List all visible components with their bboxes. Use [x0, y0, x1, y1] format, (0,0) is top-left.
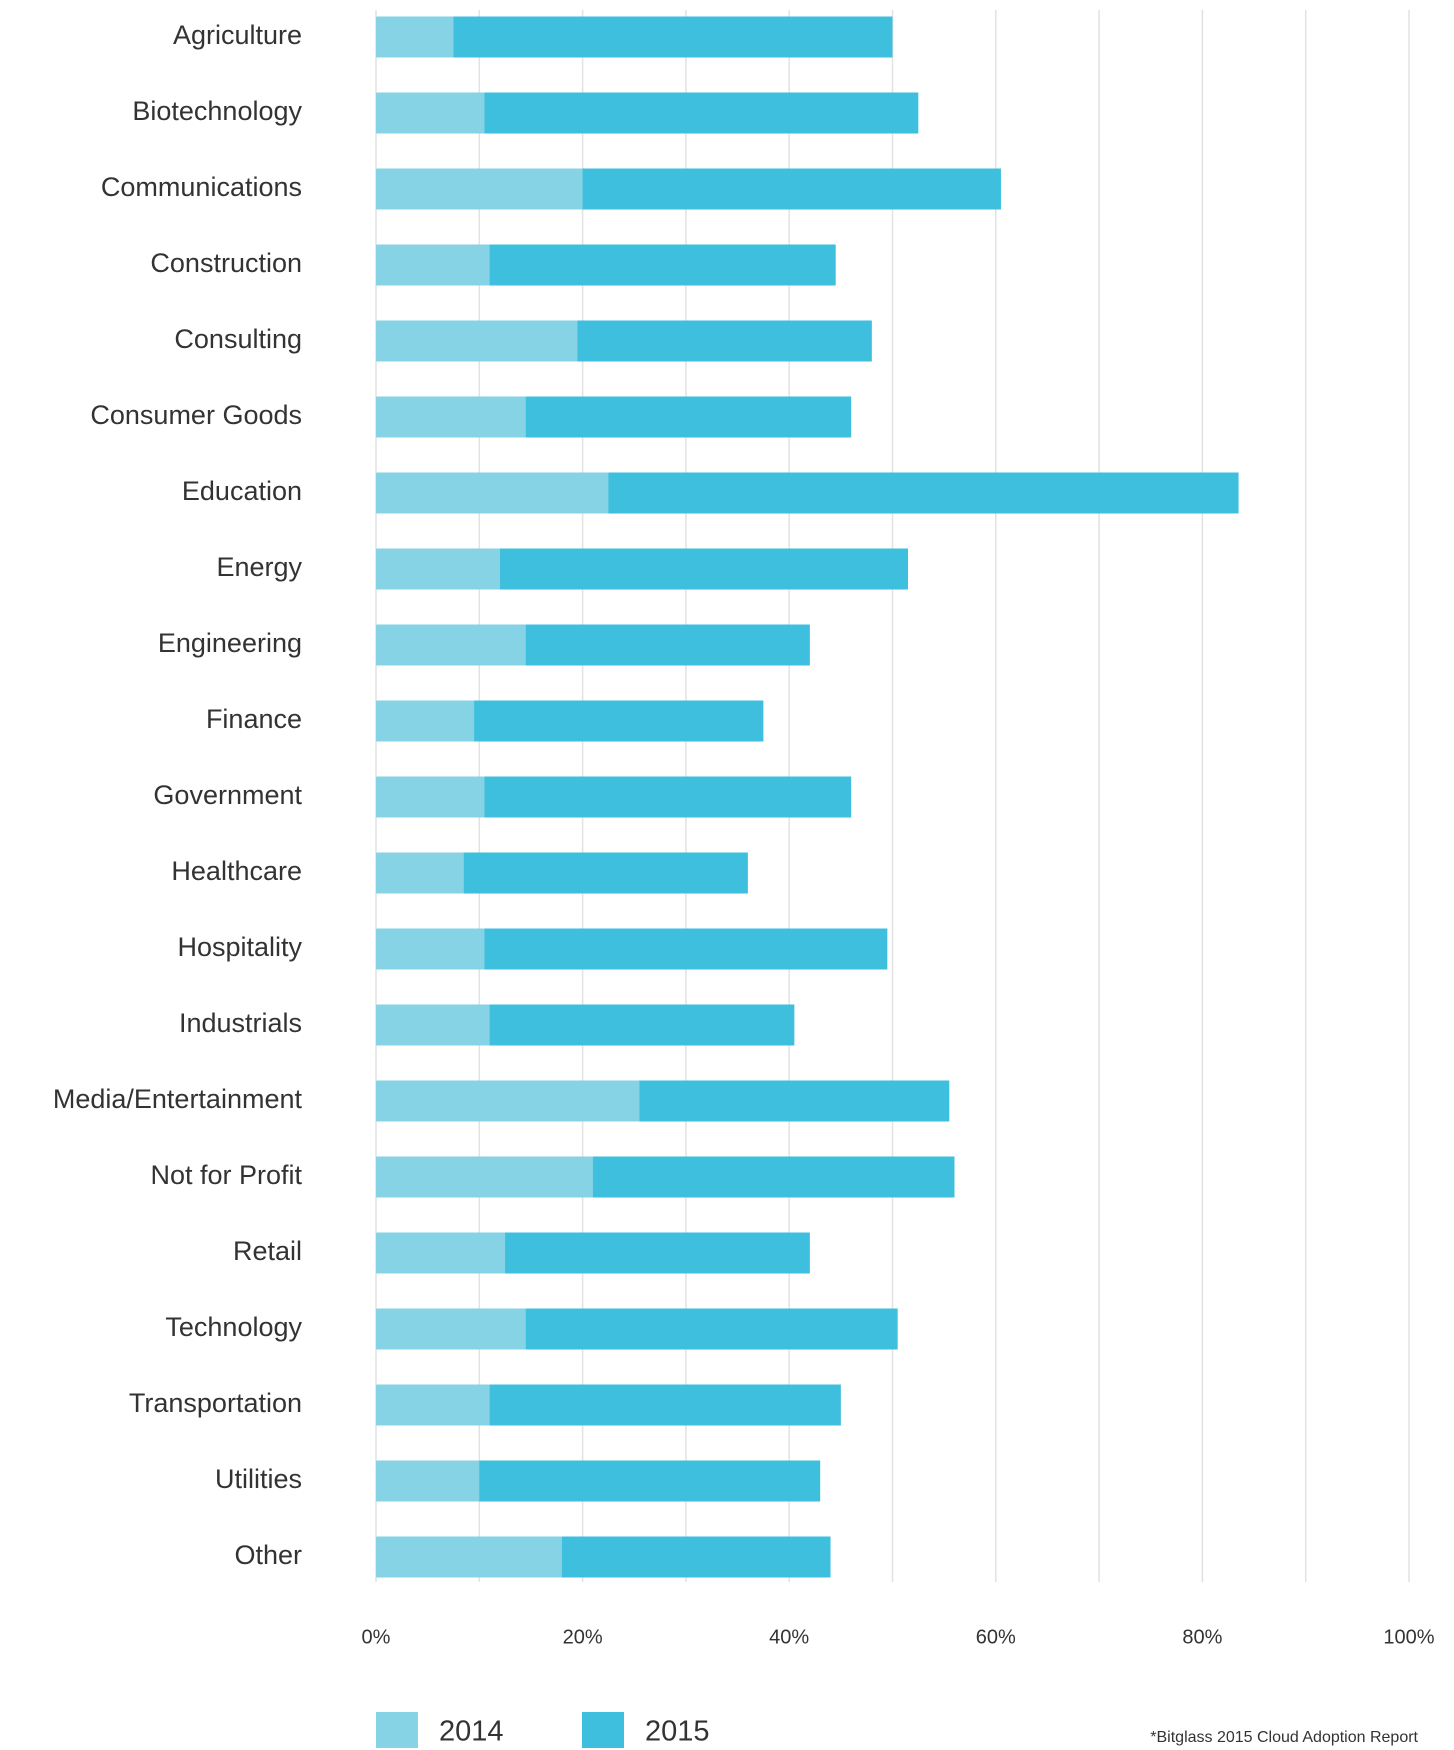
- y-tick-label: Agriculture: [173, 20, 302, 50]
- bar: [376, 168, 583, 210]
- bar: [376, 852, 464, 894]
- bar: [376, 320, 578, 362]
- legend-swatch: [582, 1712, 624, 1748]
- bar: [376, 928, 485, 970]
- y-tick-label: Industrials: [179, 1008, 302, 1038]
- bar: [376, 244, 490, 286]
- legend-label: 2015: [645, 1716, 710, 1748]
- source-note: *Bitglass 2015 Cloud Adoption Report: [1150, 1729, 1418, 1746]
- y-tick-label: Communications: [101, 172, 302, 202]
- bar: [376, 1536, 562, 1578]
- bar: [376, 1384, 490, 1426]
- y-tick-label: Retail: [233, 1236, 302, 1266]
- x-tick-label: 0%: [362, 1626, 391, 1648]
- x-tick-label: 40%: [769, 1626, 809, 1648]
- y-tick-label: Consumer Goods: [90, 400, 302, 430]
- y-tick-label: Transportation: [129, 1388, 302, 1418]
- bar: [376, 1004, 490, 1046]
- y-tick-label: Energy: [216, 552, 302, 582]
- y-tick-label: Not for Profit: [150, 1160, 302, 1190]
- bar: [376, 1460, 480, 1502]
- bar: [376, 1156, 593, 1198]
- y-tick-label: Construction: [150, 248, 302, 278]
- bar: [376, 548, 500, 590]
- bar: [376, 16, 454, 58]
- bar: [376, 1232, 506, 1274]
- x-tick-label: 100%: [1383, 1626, 1434, 1648]
- y-tick-label: Media/Entertainment: [53, 1084, 303, 1114]
- y-tick-label: Government: [153, 780, 302, 810]
- y-tick-label: Healthcare: [171, 856, 302, 886]
- legend-label: 2014: [439, 1716, 504, 1748]
- bar: [376, 472, 609, 514]
- legend-swatch: [376, 1712, 418, 1748]
- bar: [376, 92, 485, 134]
- y-tick-label: Education: [182, 476, 302, 506]
- y-tick-label: Finance: [206, 704, 302, 734]
- bar: [376, 1308, 526, 1350]
- y-tick-label: Technology: [165, 1312, 302, 1342]
- x-tick-label: 20%: [563, 1626, 603, 1648]
- bar: [376, 624, 526, 666]
- y-tick-label: Biotechnology: [132, 96, 302, 126]
- bar: [376, 776, 485, 818]
- y-tick-label: Engineering: [158, 628, 302, 658]
- y-tick-label: Consulting: [174, 324, 302, 354]
- y-tick-label: Hospitality: [177, 932, 302, 962]
- x-tick-label: 60%: [976, 1626, 1016, 1648]
- bar: [376, 1080, 640, 1122]
- bar: [376, 396, 526, 438]
- bar: [376, 700, 475, 742]
- y-tick-label: Other: [234, 1540, 302, 1570]
- bar: [376, 16, 893, 58]
- x-tick-label: 80%: [1182, 1626, 1222, 1648]
- y-tick-label: Utilities: [215, 1464, 302, 1494]
